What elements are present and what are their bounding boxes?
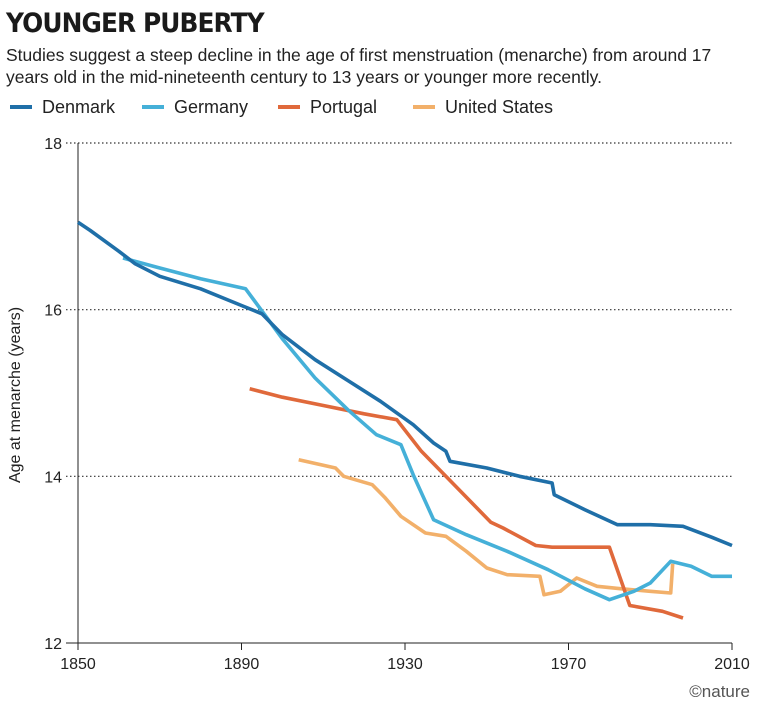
legend-label-2: Portugal [310,97,377,117]
y-tick-label-18: 18 [44,136,62,153]
y-tick-label-12: 12 [44,636,62,653]
y-axis-title: Age at menarche (years) [7,307,24,483]
y-gridlines [66,142,732,477]
series-line-united-states [298,457,675,597]
chart-subtitle: Studies suggest a steep decline in the a… [6,45,712,87]
series-line-portugal [249,387,684,620]
x-tick-label-1970: 1970 [551,656,587,673]
x-tick-label-1890: 1890 [224,656,260,673]
legend-label-0: Denmark [42,97,116,117]
y-tick-label-16: 16 [44,303,62,320]
series-lines [76,220,733,620]
legend: Denmark Germany Portugal United States [10,97,553,117]
legend-label-1: Germany [174,97,248,117]
nature-credit: ©nature [689,682,750,701]
x-tick-label-1850: 1850 [60,656,96,673]
x-tick-label-2010: 2010 [714,656,750,673]
series-line-denmark [76,220,733,548]
y-tick-label-14: 14 [44,469,62,486]
legend-label-3: United States [445,97,553,117]
chart-title: YOUNGER PUBERTY [6,8,265,39]
x-tick-label-1930: 1930 [387,656,423,673]
axes: 12 14 16 18 1850 1890 1930 1970 2010 [44,136,750,673]
